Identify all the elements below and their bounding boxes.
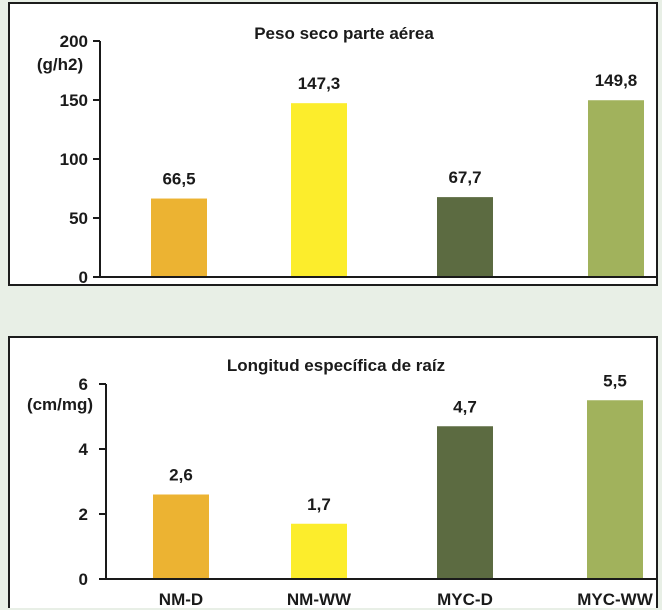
y-axis-unit-label: (g/h2) xyxy=(37,55,83,74)
data-label: 67,7 xyxy=(448,168,481,187)
x-tick-label: MYC-D xyxy=(437,590,493,609)
data-label: 2,6 xyxy=(169,466,193,485)
x-tick-label: MYC-WW xyxy=(577,590,653,609)
x-tick-label: NM-WW xyxy=(287,590,352,609)
data-label: 149,8 xyxy=(595,71,638,90)
chart-title: Peso seco parte aérea xyxy=(254,24,434,43)
y-tick-label: 50 xyxy=(69,209,88,228)
root-length-chart: Longitud específica de raíz (cm/mg) 0 2 4 6 2,… xyxy=(27,356,656,609)
bar xyxy=(437,426,493,579)
chart-title: Longitud específica de raíz xyxy=(227,356,445,375)
bar xyxy=(151,198,207,277)
chart-panel-dry-weight: Peso seco parte aérea (g/h2) 0 50 100 150 200 6… xyxy=(8,2,658,286)
bar xyxy=(437,197,493,277)
x-tick-label: NM-D xyxy=(159,590,203,609)
y-tick-label: 4 xyxy=(79,440,89,459)
data-label: 1,7 xyxy=(307,495,331,514)
y-tick-label: 0 xyxy=(79,268,88,284)
chart-panel-root-length: Longitud específica de raíz (cm/mg) 0 2 4 6 2,… xyxy=(8,336,658,609)
data-label: 5,5 xyxy=(603,371,627,390)
y-axis-unit-label: (cm/mg) xyxy=(27,395,93,414)
bar xyxy=(153,494,209,579)
bar xyxy=(588,100,644,278)
data-label: 66,5 xyxy=(162,170,195,189)
bar xyxy=(291,103,347,277)
y-tick-label: 150 xyxy=(60,91,88,110)
y-tick-label: 100 xyxy=(60,150,88,169)
data-label: 147,3 xyxy=(298,74,341,93)
bar xyxy=(291,523,347,579)
y-tick-label: 0 xyxy=(79,570,88,589)
bar xyxy=(587,400,643,579)
data-label: 4,7 xyxy=(453,397,477,416)
dry-weight-chart: Peso seco parte aérea (g/h2) 0 50 100 150 200 6… xyxy=(37,24,656,284)
y-tick-label: 200 xyxy=(60,32,88,51)
y-tick-label: 6 xyxy=(79,375,88,394)
y-tick-label: 2 xyxy=(79,505,88,524)
